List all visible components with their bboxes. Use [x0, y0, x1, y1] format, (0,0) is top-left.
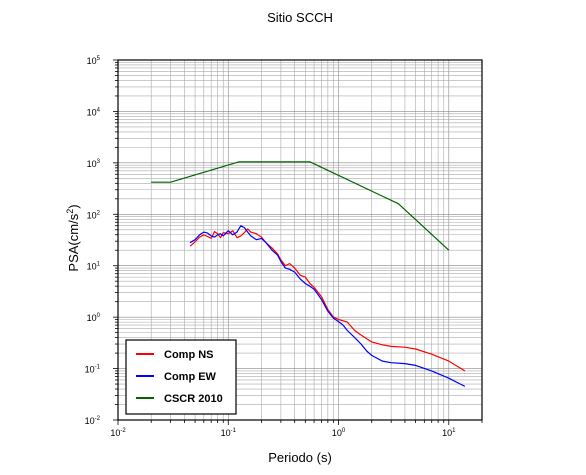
y-tick-label-base: 10 [85, 416, 95, 426]
y-tick-label-exp: 0 [97, 313, 101, 319]
series-group [151, 161, 466, 387]
y-tick-label-exp: 1 [97, 262, 101, 268]
y-tick-label: 102 [87, 210, 101, 220]
y-axis-title-base: PSA(cm/s [66, 213, 81, 271]
legend-label-cscr-2010: CSCR 2010 [164, 393, 223, 405]
y-tick-label-exp: -2 [95, 416, 101, 422]
y-tick-label: 101 [87, 262, 101, 272]
x-tick-label: 10-2 [110, 428, 126, 438]
y-axis-title-exp: 2 [65, 209, 75, 214]
x-tick-label-base: 10 [442, 428, 452, 438]
chart-title: Sitio SCCH [267, 10, 333, 25]
x-tick-label-exp: 0 [342, 428, 346, 434]
y-tick-label-exp: 4 [97, 107, 101, 113]
y-tick-label: 100 [87, 313, 101, 323]
y-tick-label: 10-1 [85, 365, 101, 375]
y-tick-label-exp: 3 [97, 159, 101, 165]
y-tick-label-exp: -1 [95, 365, 101, 371]
y-axis-title-tail: ) [66, 204, 81, 208]
series-line-comp-ns [189, 228, 466, 372]
y-tick-label-base: 10 [85, 365, 95, 375]
legend: Comp NS Comp EW CSCR 2010 [125, 339, 237, 415]
x-tick-label-base: 10 [110, 428, 120, 438]
y-tick-label-base: 10 [87, 56, 97, 66]
x-tick-label-exp: -2 [120, 428, 126, 434]
series-line-cscr-2010 [151, 161, 450, 251]
series-line-comp-ew [189, 225, 466, 387]
x-tick-label: 10-1 [221, 428, 237, 438]
y-tick-label: 103 [87, 159, 101, 169]
y-tick-label-exp: 2 [97, 210, 101, 216]
x-tick-label-exp: 1 [452, 428, 456, 434]
x-tick-label-base: 10 [332, 428, 342, 438]
y-tick-label: 105 [87, 56, 101, 66]
y-tick-label-base: 10 [87, 313, 97, 323]
y-tick-label: 104 [87, 107, 101, 117]
y-tick-label: 10-2 [85, 416, 101, 426]
legend-label-comp-ns: Comp NS [164, 349, 214, 361]
x-axis-title: Periodo (s) [268, 450, 332, 465]
y-tick-label-base: 10 [87, 107, 97, 117]
y-tick-label-base: 10 [87, 262, 97, 272]
grid [117, 59, 483, 421]
y-axis-title: PSA(cm/s2) [65, 204, 81, 271]
plot-frame [117, 59, 483, 421]
x-tick-label: 101 [442, 428, 456, 438]
y-tick-label-exp: 5 [97, 56, 101, 62]
y-tick-label-base: 10 [87, 159, 97, 169]
x-tick-label-base: 10 [221, 428, 231, 438]
y-tick-label-base: 10 [87, 210, 97, 220]
x-tick-label-exp: -1 [231, 428, 237, 434]
legend-label-comp-ew: Comp EW [164, 371, 217, 383]
x-tick-label: 100 [332, 428, 346, 438]
